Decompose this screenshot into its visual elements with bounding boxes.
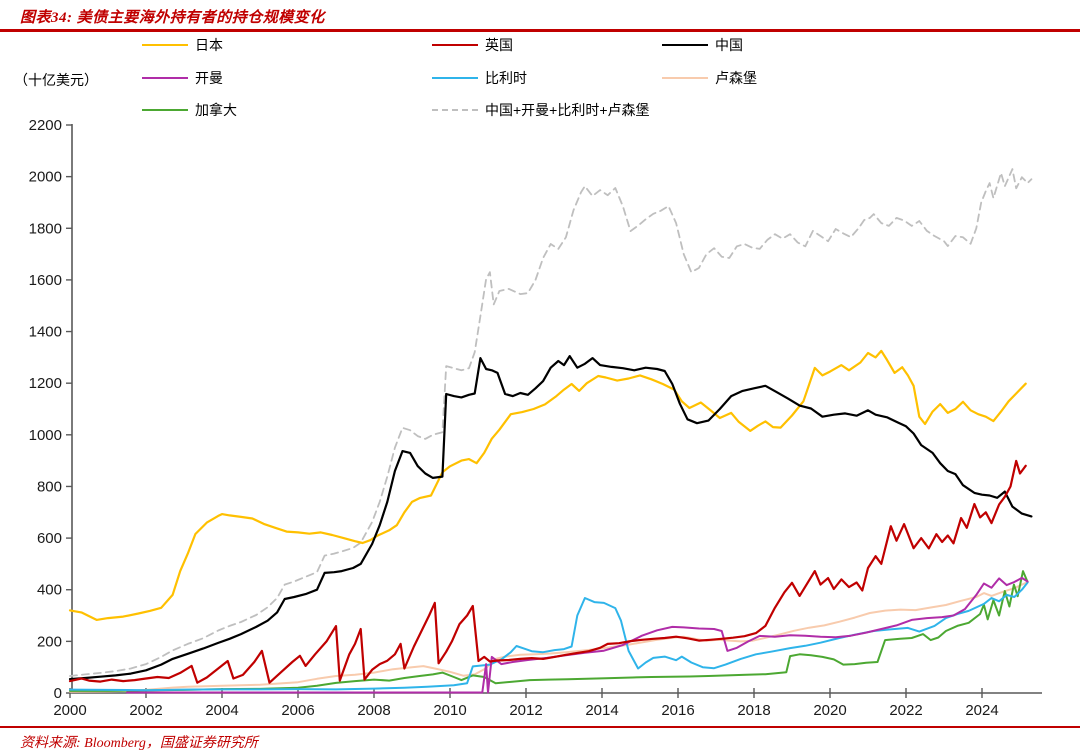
legend-swatch-luxembourg-line — [662, 77, 708, 79]
y-tick-label: 1200 — [29, 375, 62, 392]
legend-label-belgium: 比利时 — [485, 70, 527, 86]
series-line-luxembourg — [69, 581, 1029, 693]
legend-item-china: 中国 — [662, 37, 743, 53]
y-tick-label: 1000 — [29, 427, 62, 444]
legend-item-belgium: 比利时 — [432, 70, 527, 86]
legend-item-combo: 中国+开曼+比利时+卢森堡 — [432, 102, 650, 118]
y-tick-label: 200 — [37, 633, 62, 650]
y-axis-unit-label: （十亿美元） — [14, 72, 98, 88]
legend-item-luxembourg: 卢森堡 — [662, 70, 757, 86]
legend-swatch-canada-line — [142, 109, 188, 111]
legend-label-combo: 中国+开曼+比利时+卢森堡 — [485, 102, 650, 118]
series-line-canada — [69, 570, 1029, 692]
y-tick-label: 1600 — [29, 272, 62, 289]
y-tick-label: 1800 — [29, 220, 62, 237]
line-chart: 0 200 400 600 800 1000 1200 1400 1600 1800 2000 220… — [29, 117, 1042, 719]
y-tick-label: 800 — [37, 478, 62, 495]
series-line-japan — [68, 349, 1027, 622]
legend-swatch-uk-line — [432, 44, 478, 46]
legend-label-china: 中国 — [715, 37, 743, 53]
legend-swatch-japan-line — [142, 44, 188, 46]
legend-swatch-belgium-line — [432, 77, 478, 79]
legend-label-uk: 英国 — [485, 37, 513, 53]
series-line-china — [68, 355, 1033, 681]
x-tick-label: 2000 — [53, 702, 86, 719]
y-tick-label: 400 — [37, 582, 62, 599]
x-tick-label: 2022 — [889, 702, 922, 719]
legend-label-cayman: 开曼 — [195, 70, 223, 86]
x-tick-label: 2016 — [661, 702, 694, 719]
figure-title: 图表34: 美债主要海外持有者的持仓规模变化 — [20, 10, 325, 26]
legend-item-uk: 英国 — [432, 37, 513, 53]
legend-item-japan: 日本 — [142, 37, 223, 53]
x-tick-label: 2004 — [205, 702, 238, 719]
legend-label-japan: 日本 — [195, 37, 223, 53]
x-tick-label: 2024 — [965, 702, 998, 719]
x-tick-label: 2006 — [281, 702, 314, 719]
x-tick-label: 2002 — [129, 702, 162, 719]
y-tick-label: 2000 — [29, 169, 62, 186]
series-line-uk — [68, 459, 1027, 684]
footer-divider-line — [0, 726, 1080, 728]
series-line-combo — [69, 168, 1033, 677]
series-line-cayman — [126, 576, 1029, 694]
legend-item-canada: 加拿大 — [142, 102, 237, 118]
legend-label-luxembourg: 卢森堡 — [715, 70, 757, 86]
x-tick-label: 2012 — [509, 702, 542, 719]
x-tick-label: 2008 — [357, 702, 390, 719]
legend-swatch-china-line — [662, 44, 708, 46]
y-tick-label: 600 — [37, 530, 62, 547]
legend-item-cayman: 开曼 — [142, 70, 223, 86]
title-divider-line — [0, 29, 1080, 32]
x-tick-label: 2010 — [433, 702, 466, 719]
y-tick-label: 1400 — [29, 324, 62, 341]
legend-swatch-cayman-line — [142, 77, 188, 79]
source-note: 资料来源: Bloomberg，国盛证券研究所 — [20, 736, 258, 751]
legend-swatch-combo-line — [432, 109, 478, 111]
x-tick-label: 2018 — [737, 702, 770, 719]
x-tick-label: 2020 — [813, 702, 846, 719]
x-tick-label: 2014 — [585, 702, 618, 719]
legend-label-canada: 加拿大 — [195, 102, 237, 118]
y-tick-label: 0 — [54, 685, 62, 702]
y-tick-label: 2200 — [29, 117, 62, 134]
series-line-belgium — [69, 581, 1029, 692]
